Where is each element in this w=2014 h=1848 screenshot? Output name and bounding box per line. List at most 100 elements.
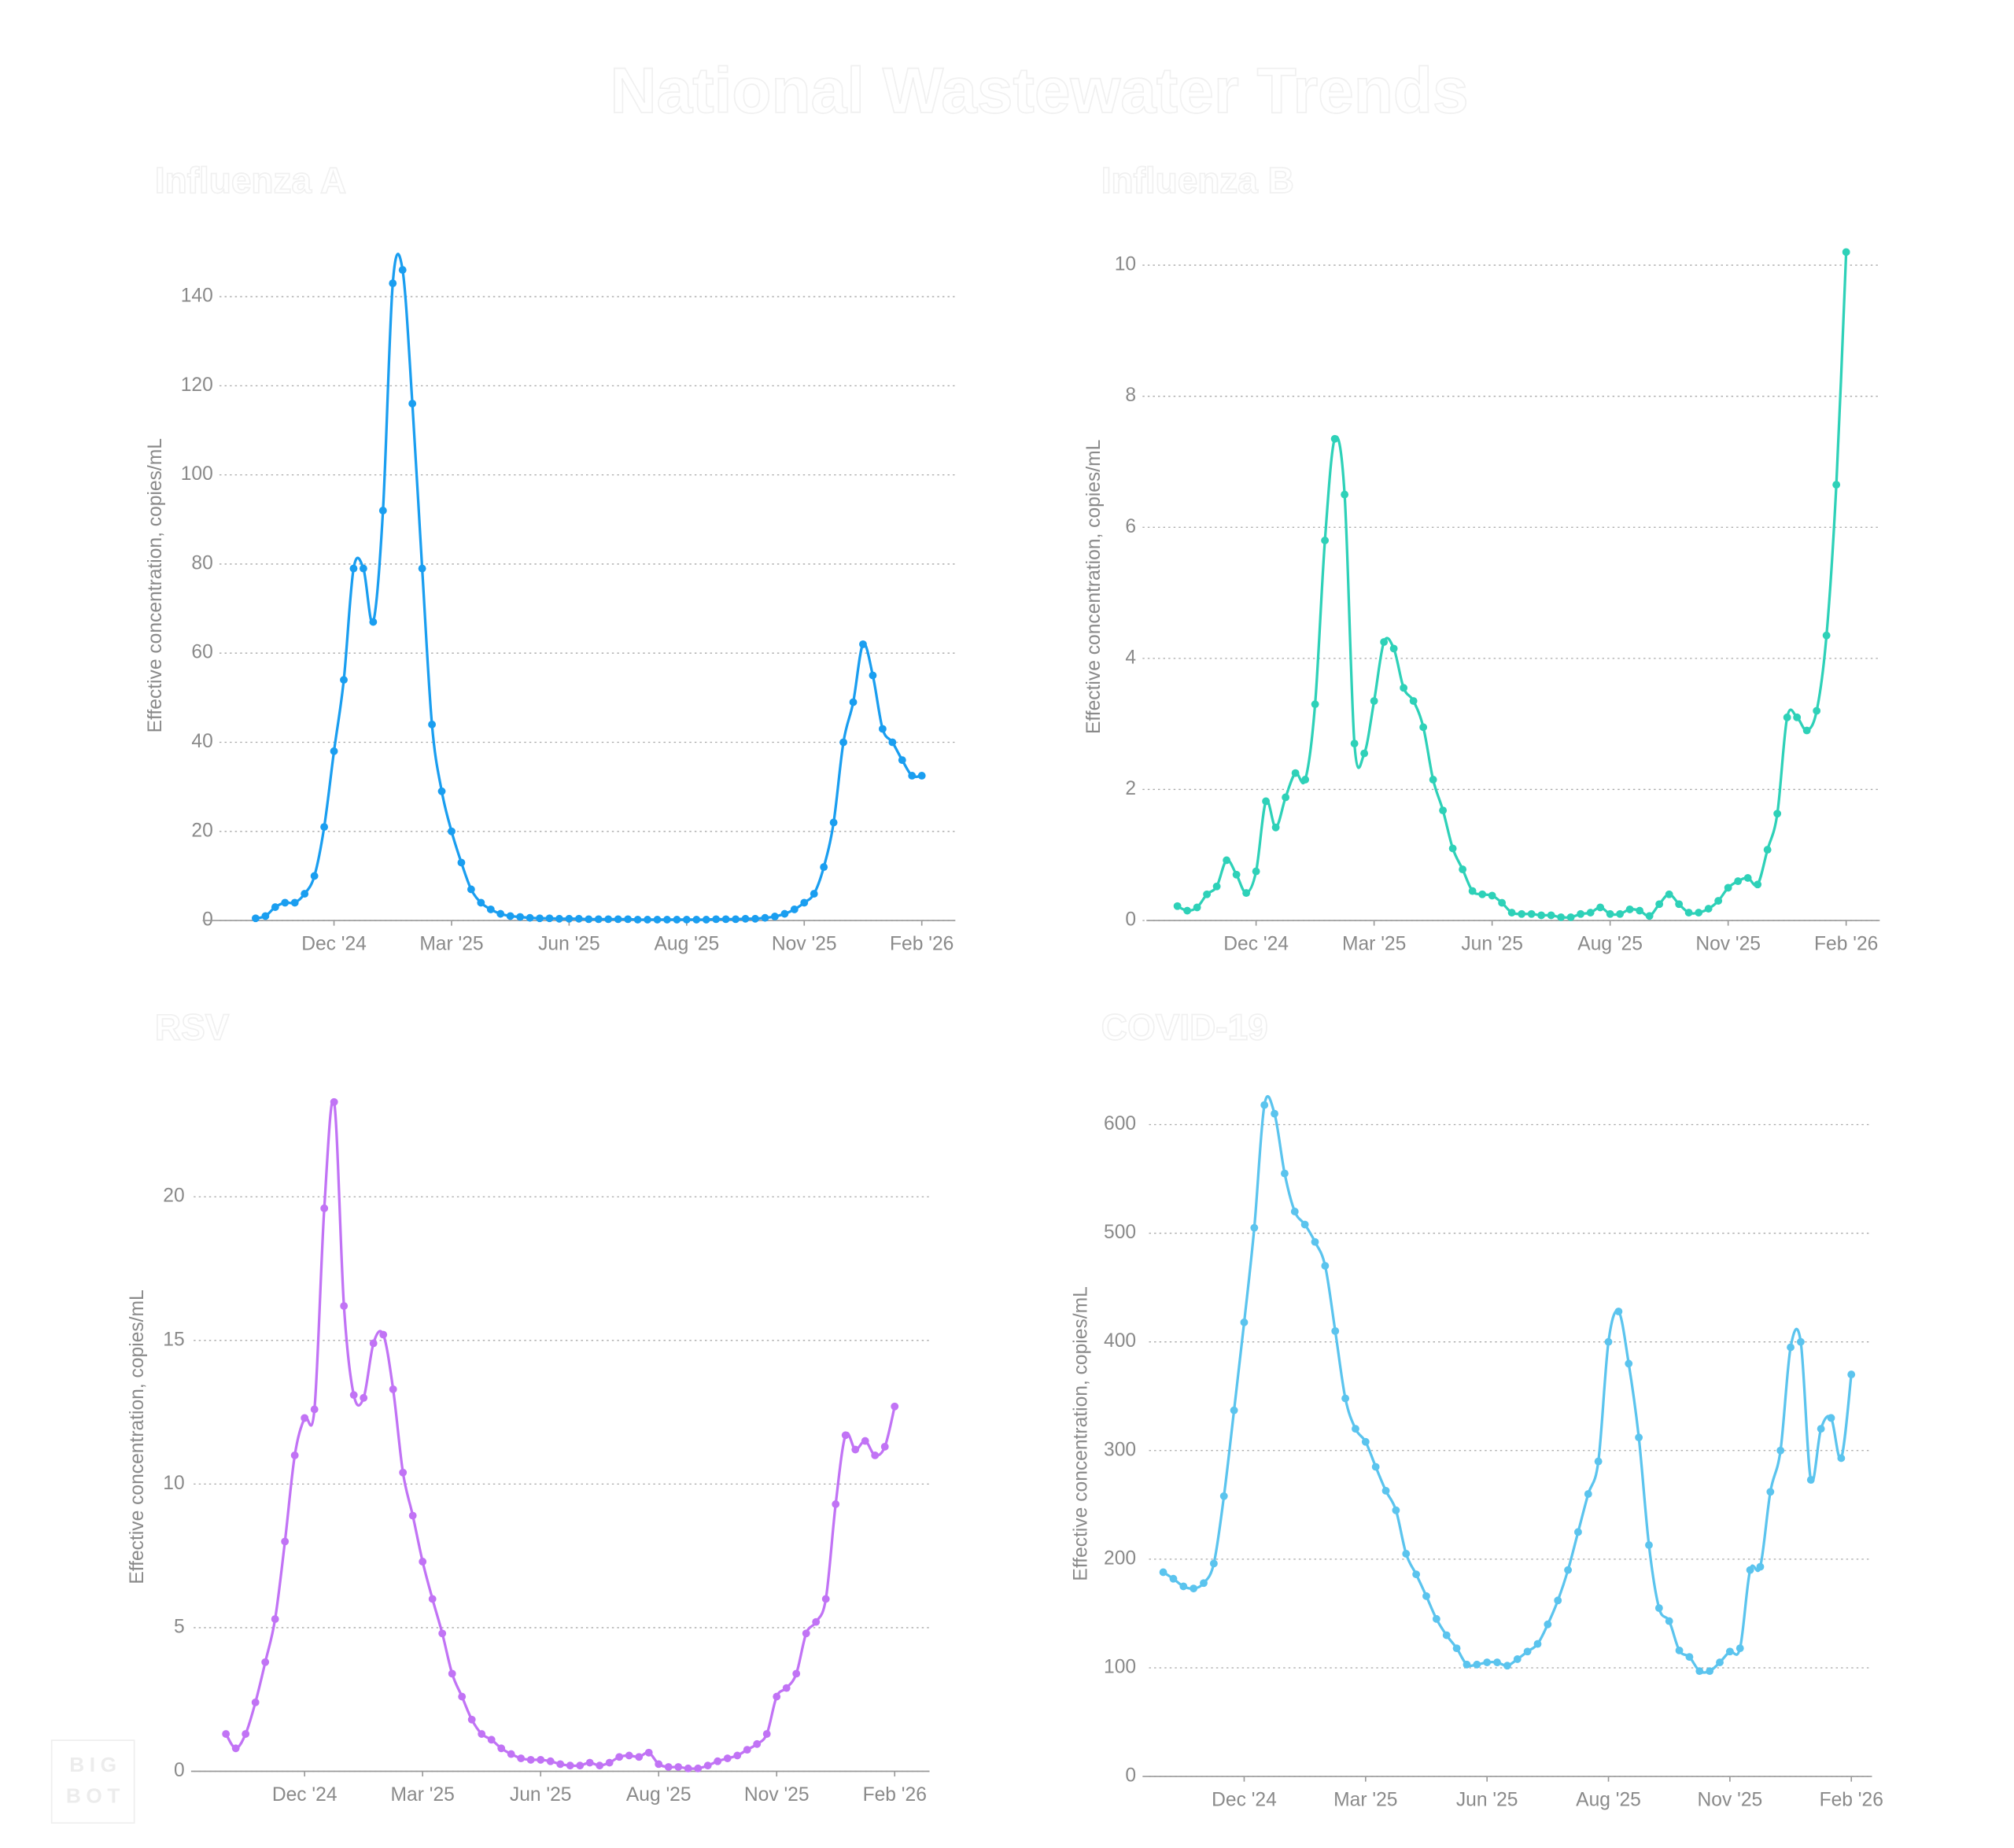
data-point: [829, 818, 838, 827]
data-point: [663, 916, 671, 924]
data-point: [1813, 706, 1821, 715]
data-point: [1614, 1308, 1623, 1315]
data-point: [1301, 776, 1310, 784]
data-point: [891, 1402, 899, 1411]
x-tick-label: Mar '25: [419, 934, 483, 955]
data-point: [664, 1763, 673, 1771]
data-point: [517, 1754, 526, 1762]
y-tick-label: 20: [191, 820, 212, 841]
data-point: [320, 823, 329, 832]
y-tick-label: 8: [1125, 385, 1136, 406]
data-point: [1468, 887, 1477, 895]
x-tick-label: Mar '25: [391, 1784, 455, 1806]
data-point: [1271, 1109, 1278, 1118]
data-point: [1290, 1208, 1299, 1215]
data-point: [1685, 1653, 1694, 1662]
data-point: [320, 1204, 329, 1212]
data-point: [231, 1744, 240, 1753]
data-point: [859, 640, 867, 648]
data-point: [1675, 900, 1684, 909]
data-point: [1832, 481, 1841, 489]
data-point: [271, 1615, 279, 1623]
data-point: [673, 916, 681, 924]
data-point: [1654, 1604, 1663, 1612]
data-point: [1498, 898, 1507, 907]
y-tick-label: 60: [191, 642, 212, 663]
x-tick-label: Aug '25: [1577, 934, 1643, 955]
data-point: [261, 1658, 270, 1666]
y-axis-label: Effective concentration, copies/mL: [1083, 440, 1105, 734]
data-point: [1402, 1550, 1411, 1558]
y-tick-label: 5: [174, 1616, 185, 1637]
data-point: [694, 1764, 703, 1772]
data-point: [1645, 912, 1654, 920]
x-tick-label: Nov '25: [1695, 934, 1761, 955]
data-point: [703, 1761, 712, 1770]
x-tick-label: Dec '24: [272, 1784, 338, 1806]
data-point: [378, 507, 387, 515]
data-point: [1842, 248, 1850, 256]
data-point: [487, 1735, 496, 1744]
data-point: [1223, 856, 1231, 865]
data-line: [1162, 1095, 1853, 1674]
data-point: [1341, 1394, 1350, 1403]
data-point: [721, 915, 730, 924]
data-point: [1625, 905, 1634, 913]
data-point: [1746, 1566, 1754, 1574]
data-point: [604, 915, 613, 924]
data-point: [1452, 1644, 1461, 1653]
data-point: [1478, 890, 1487, 898]
data-point: [1422, 1592, 1430, 1600]
subplot-title: Influenza A: [155, 160, 346, 201]
data-point: [1616, 909, 1625, 918]
data-point: [653, 916, 662, 924]
data-point: [252, 914, 260, 923]
data-point: [1675, 1646, 1684, 1654]
data-point: [851, 1445, 860, 1454]
data-point: [1776, 1446, 1785, 1455]
data-point: [841, 1431, 850, 1440]
data-point: [1704, 905, 1713, 913]
data-point: [1606, 909, 1614, 918]
data-point: [1564, 1566, 1572, 1574]
data-point: [1734, 877, 1743, 886]
data-point: [506, 912, 515, 920]
data-point: [1232, 870, 1241, 879]
data-point: [1725, 1647, 1734, 1656]
data-point: [1793, 713, 1802, 721]
data-point: [1330, 434, 1339, 443]
data-point: [782, 1684, 791, 1692]
data-point: [1389, 644, 1398, 653]
data-point: [516, 913, 525, 921]
x-tick-label: Feb '26: [890, 934, 954, 955]
data-point: [1412, 1570, 1421, 1579]
y-tick-label: 600: [1104, 1113, 1136, 1134]
data-point: [1503, 1662, 1511, 1670]
data-point: [624, 915, 633, 924]
data-point: [467, 1715, 476, 1724]
data-point: [812, 1617, 821, 1626]
subplot: Influenza B Effective concentration, copi…: [1083, 159, 1880, 955]
data-point: [1260, 1101, 1269, 1109]
data-point: [1783, 713, 1791, 721]
data-point: [1655, 900, 1664, 909]
data-point: [448, 827, 456, 835]
data-point: [1271, 823, 1280, 832]
y-tick-label: 0: [1125, 909, 1136, 931]
data-point: [301, 1414, 309, 1422]
y-tick-label: 100: [181, 463, 213, 485]
data-point: [271, 903, 279, 911]
data-point: [1665, 1617, 1673, 1625]
data-point: [526, 1755, 535, 1764]
data-point: [1252, 867, 1260, 876]
y-tick-label: 0: [174, 1760, 185, 1781]
data-point: [340, 1302, 349, 1310]
data-point: [1716, 1658, 1724, 1666]
data-point: [732, 915, 740, 924]
data-point: [1442, 1631, 1451, 1640]
data-point: [1537, 911, 1546, 920]
data-point: [1787, 1343, 1795, 1352]
data-point: [614, 915, 622, 924]
x-tick-label: Aug '25: [1576, 1790, 1641, 1811]
